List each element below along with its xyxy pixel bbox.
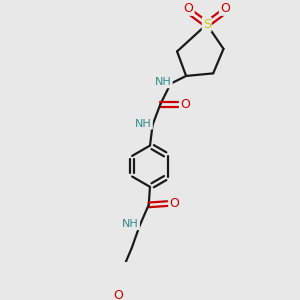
Text: O: O bbox=[113, 289, 123, 300]
Text: NH: NH bbox=[122, 219, 139, 229]
Text: S: S bbox=[203, 18, 211, 31]
Text: O: O bbox=[184, 2, 194, 15]
Text: NH: NH bbox=[155, 77, 172, 87]
Text: O: O bbox=[220, 2, 230, 15]
Text: O: O bbox=[169, 197, 179, 210]
Text: NH: NH bbox=[135, 118, 152, 129]
Text: O: O bbox=[181, 98, 190, 111]
